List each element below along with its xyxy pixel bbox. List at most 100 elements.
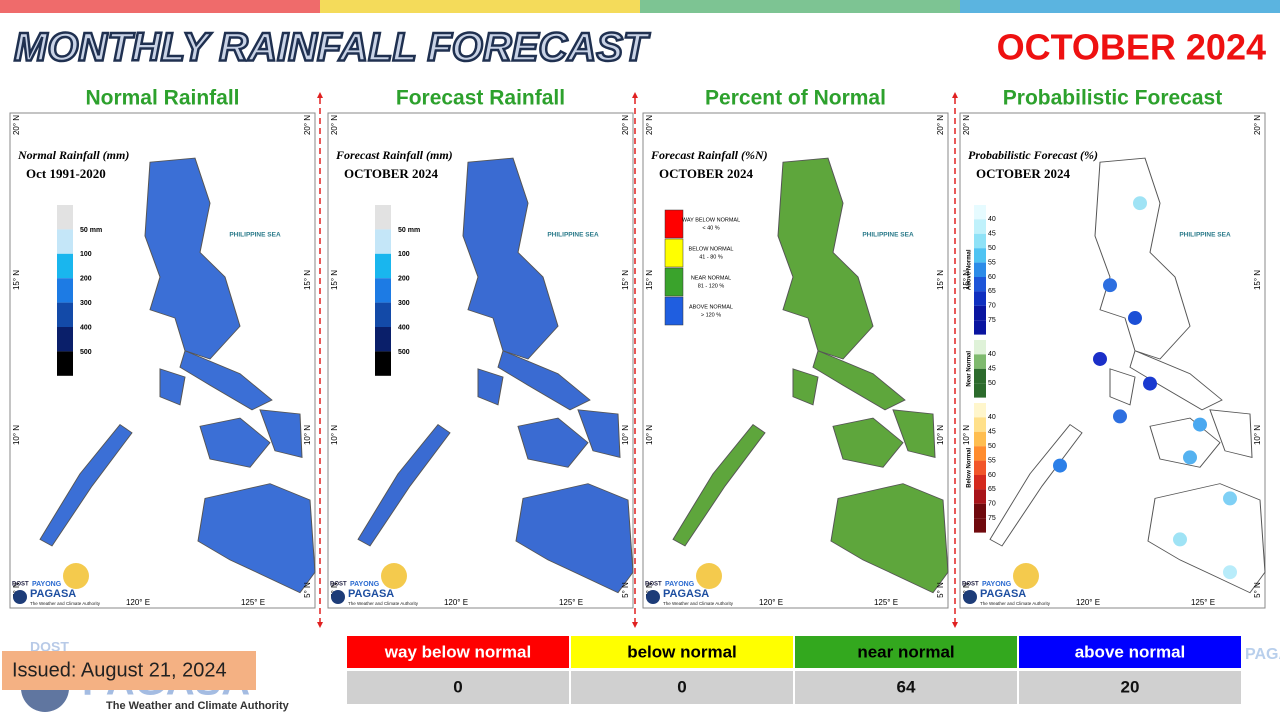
station-dot [1143,376,1157,391]
map [39,157,316,594]
logo-brand: PAYONG [350,581,380,588]
map-subtitle: OCTOBER 2024 [344,166,439,181]
lat-label: 20° N [645,115,654,135]
logo-mark [331,590,345,604]
lat-label: 15° N [330,270,339,290]
lat-label: 15° N [621,270,630,290]
count-cell [795,671,1017,704]
panel-title: Normal Rainfall [85,87,239,110]
island [892,409,936,458]
legend-swatch [974,518,986,533]
island [830,483,949,594]
logo-mark [963,590,977,604]
logo-umbrella [1013,563,1039,589]
legend-label: 55 [988,259,996,266]
legend-label: 300 [398,300,410,307]
legend-label: NEAR NORMAL [691,275,731,281]
issued-box [2,651,256,690]
legend-label: 40 [988,351,996,358]
sea-label: PHILIPPINE SEA [229,232,281,239]
legend-label: 70 [988,501,996,508]
lat-label: 5° N [645,582,654,598]
legend-swatch [974,383,986,398]
island [672,423,766,547]
lat-label: 20° N [12,115,21,135]
legend-swatch [57,205,73,230]
lat-label: 5° N [962,582,971,598]
legend-swatch [974,368,986,384]
legend-range: > 120 % [701,312,721,318]
map-subtitle: OCTOBER 2024 [659,166,754,181]
lat-label: 5° N [1253,582,1262,598]
lon-label: 120° E [444,598,468,607]
legend-swatch [57,302,73,327]
island [197,483,316,594]
lat-label: 20° N [1253,115,1262,135]
legend-label: 40 [988,216,996,223]
stripe [960,0,1280,13]
legend-swatch [664,209,684,239]
stripe [320,0,640,13]
legend-label: 65 [988,288,996,295]
legend-label: 100 [80,251,92,258]
count-value: 0 [453,677,462,696]
lat-label: 15° N [12,270,21,290]
lon-label: 120° E [759,598,783,607]
station-dot [1223,565,1237,580]
lon-label: 125° E [1191,598,1215,607]
legend-swatch [375,327,391,352]
legend-swatch [974,489,986,504]
legend-swatch [664,238,684,268]
island [1209,409,1253,458]
lat-label: 15° N [303,270,312,290]
legend-swatch [974,503,986,519]
station-dot [1193,417,1207,432]
lat-label: 10° N [12,425,21,445]
legend-group-name: Near Normal [967,351,973,387]
legend-swatch [974,262,986,277]
legend-range: 41 - 80 % [699,254,723,260]
logo-agency: DOST [645,582,662,588]
legend-label: 300 [80,300,92,307]
logo-umbrella [63,563,89,589]
island [199,417,271,468]
lat-label: 15° N [645,270,654,290]
legend-range: < 40 % [702,225,719,231]
count-value: 20 [1121,677,1140,696]
lat-label: 5° N [12,582,21,598]
island [577,409,621,458]
lat-label: 20° N [621,115,630,135]
sea-label: PHILIPPINE SEA [862,232,914,239]
lon-label: 125° E [559,598,583,607]
lat-label: 10° N [962,425,971,445]
legend-label: 60 [988,472,996,479]
logo-tagline: The Weather and Climate Authority [30,601,101,606]
count-cell [347,671,569,704]
legend-label: 200 [398,276,410,283]
legend-swatch [375,229,391,254]
legend-group-name: Above Normal [967,249,973,290]
sea-label: PHILIPPINE SEA [547,232,599,239]
logo-tagline: The Weather and Climate Authority [980,601,1051,606]
map-subtitle: Oct 1991-2020 [26,166,106,181]
header-label: near normal [857,642,954,661]
legend-label: 400 [398,324,410,331]
station-dot [1173,532,1187,547]
panel-title: Forecast Rainfall [396,87,565,110]
map [672,157,949,594]
legend-label: ABOVE NORMAL [689,304,733,310]
legend-label: 400 [80,324,92,331]
header-label: way below normal [384,642,531,661]
station-dot [1183,450,1197,465]
island [477,368,504,406]
legend-swatch [57,253,73,279]
lat-label: 10° N [621,425,630,445]
logo-agency: DOST [12,582,29,588]
lon-label: 120° E [1076,598,1100,607]
logo-tagline: The Weather and Climate Authority [663,601,734,606]
island [1094,157,1191,360]
legend-swatch [57,351,73,376]
legend-label: 70 [988,303,996,310]
map [989,157,1266,594]
island [812,350,906,411]
